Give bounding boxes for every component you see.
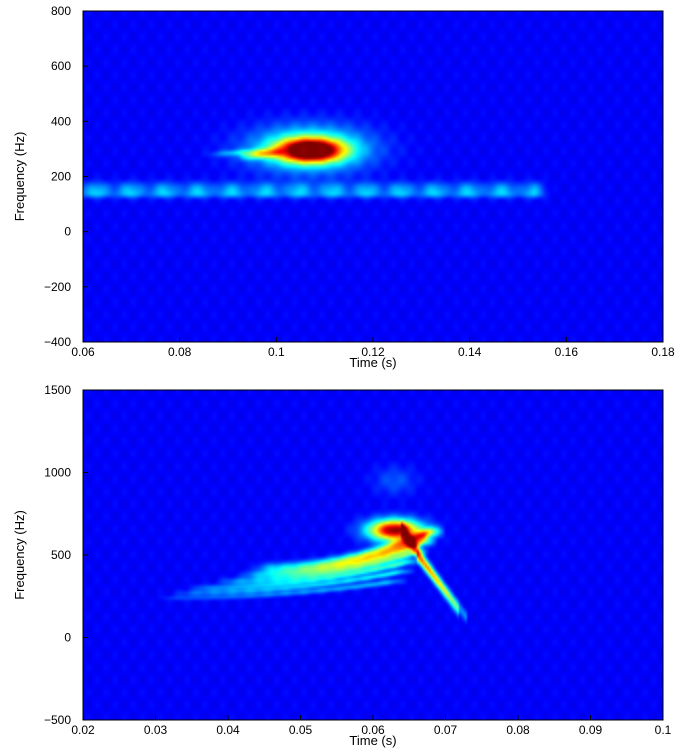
spectrogram-image-top bbox=[83, 11, 663, 342]
y-tick-label: 500 bbox=[51, 548, 71, 562]
y-tick-label: −400 bbox=[44, 335, 71, 349]
y-tick-label: −500 bbox=[44, 713, 71, 727]
x-tick-label: 0.06 bbox=[71, 345, 95, 359]
y-tick-label: 0 bbox=[64, 225, 71, 239]
x-tick-label: 0.02 bbox=[71, 723, 95, 737]
y-tick-label: −200 bbox=[44, 280, 71, 294]
x-tick-label: 0.03 bbox=[144, 723, 168, 737]
x-axis-label-bottom: Time (s) bbox=[349, 733, 396, 748]
spectrogram-panel-bottom: 0.02 0.03 0.04 0.05 0.06 0.07 0.08 0.09 0.1 −500… bbox=[12, 383, 672, 748]
x-tick-label: 0.1 bbox=[655, 723, 672, 737]
spectrogram-image-bottom bbox=[83, 390, 663, 720]
x-tick-label: 0.16 bbox=[555, 345, 579, 359]
x-tick-label: 0.06 bbox=[361, 723, 385, 737]
y-tick-label: 0 bbox=[64, 631, 71, 645]
x-tick-label: 0.18 bbox=[651, 345, 675, 359]
x-tick-label: 0.09 bbox=[579, 723, 603, 737]
y-tick-label: 1000 bbox=[44, 466, 71, 480]
y-tick-label: 800 bbox=[51, 4, 71, 18]
y-tick-label: 200 bbox=[51, 170, 71, 184]
y-tick-label: 400 bbox=[51, 114, 71, 128]
x-tick-label: 0.12 bbox=[361, 345, 385, 359]
y-tick-label: 600 bbox=[51, 59, 71, 73]
x-tick-label: 0.1 bbox=[268, 345, 285, 359]
x-tick-label: 0.14 bbox=[458, 345, 482, 359]
spectrogram-panel-top: 0.06 0.08 0.1 0.12 0.14 0.16 0.18 −400 −200 0 200… bbox=[12, 4, 675, 370]
x-axis-label-top: Time (s) bbox=[349, 355, 396, 370]
x-tick-label: 0.07 bbox=[434, 723, 458, 737]
y-tick-label: 1500 bbox=[44, 383, 71, 397]
y-axis-label-top: Frequency (Hz) bbox=[12, 132, 27, 222]
x-tick-label: 0.04 bbox=[216, 723, 240, 737]
x-tick-label: 0.08 bbox=[168, 345, 192, 359]
x-tick-label: 0.08 bbox=[506, 723, 530, 737]
x-tick-label: 0.05 bbox=[289, 723, 313, 737]
y-axis-label-bottom: Frequency (Hz) bbox=[12, 510, 27, 600]
